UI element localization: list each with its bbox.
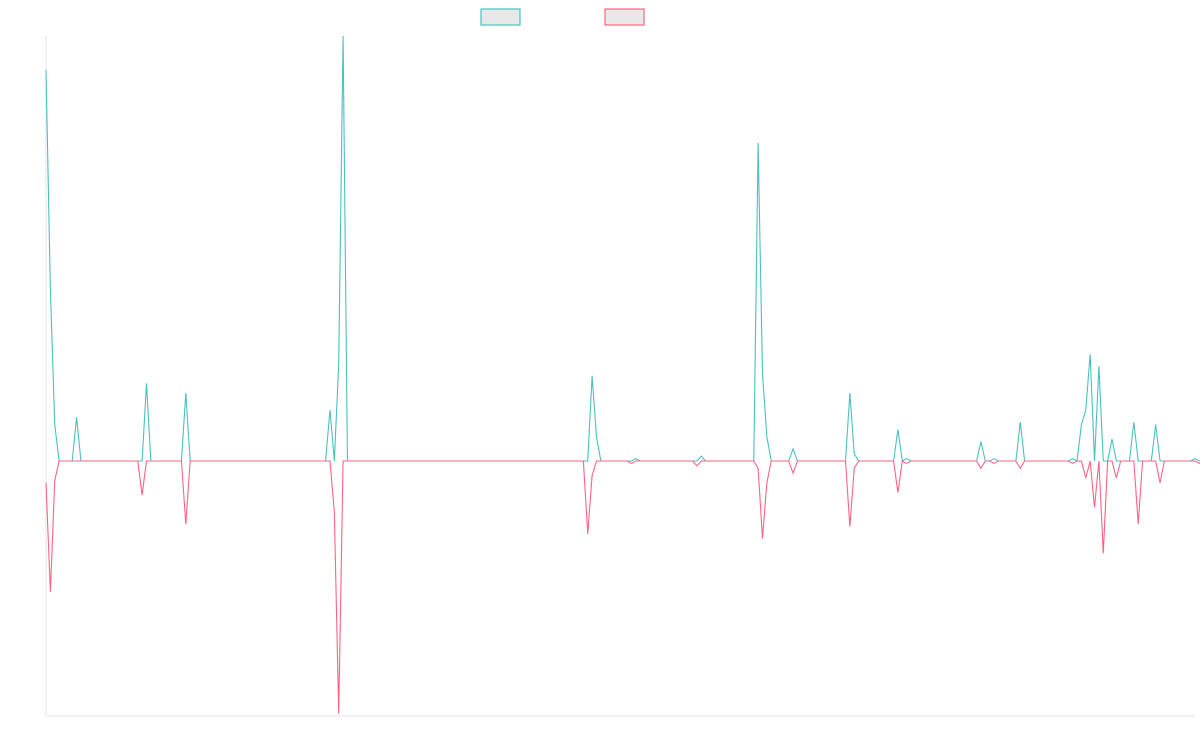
legend[interactable] [480,8,645,26]
series-layer [45,35,1200,714]
series-line-2 [45,460,1200,714]
axes [45,36,1195,717]
legend-swatch-2[interactable] [604,8,645,26]
legend-swatch-1[interactable] [480,8,521,26]
series-line-1 [45,35,1200,462]
